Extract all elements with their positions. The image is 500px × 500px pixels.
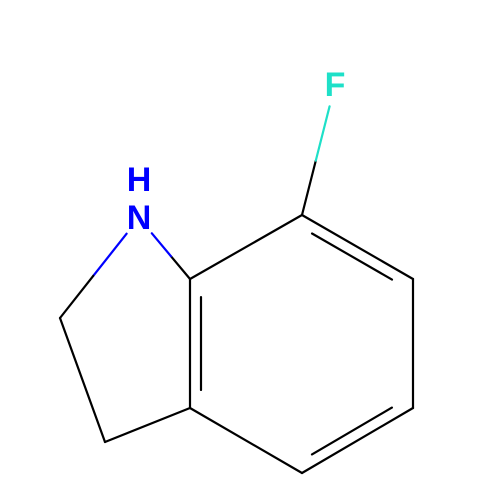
bond [105,408,190,442]
bond [190,215,302,279]
bond-segment [171,256,190,279]
bond [302,408,413,473]
bond-double-inner [312,233,392,279]
atom-label-H: H [127,161,152,199]
bond [302,215,413,279]
bond-segment [93,234,126,276]
bond [60,318,105,442]
molecule-canvas: F NH [0,0,500,500]
bond-double-inner [312,408,392,455]
bond-segment [316,106,330,160]
atom-label-F: F [325,66,346,104]
bond [190,408,302,473]
bond-segment [152,233,171,256]
bond-segment [302,161,316,215]
bond-segment [60,276,93,318]
atom-label-N: N [127,199,152,237]
